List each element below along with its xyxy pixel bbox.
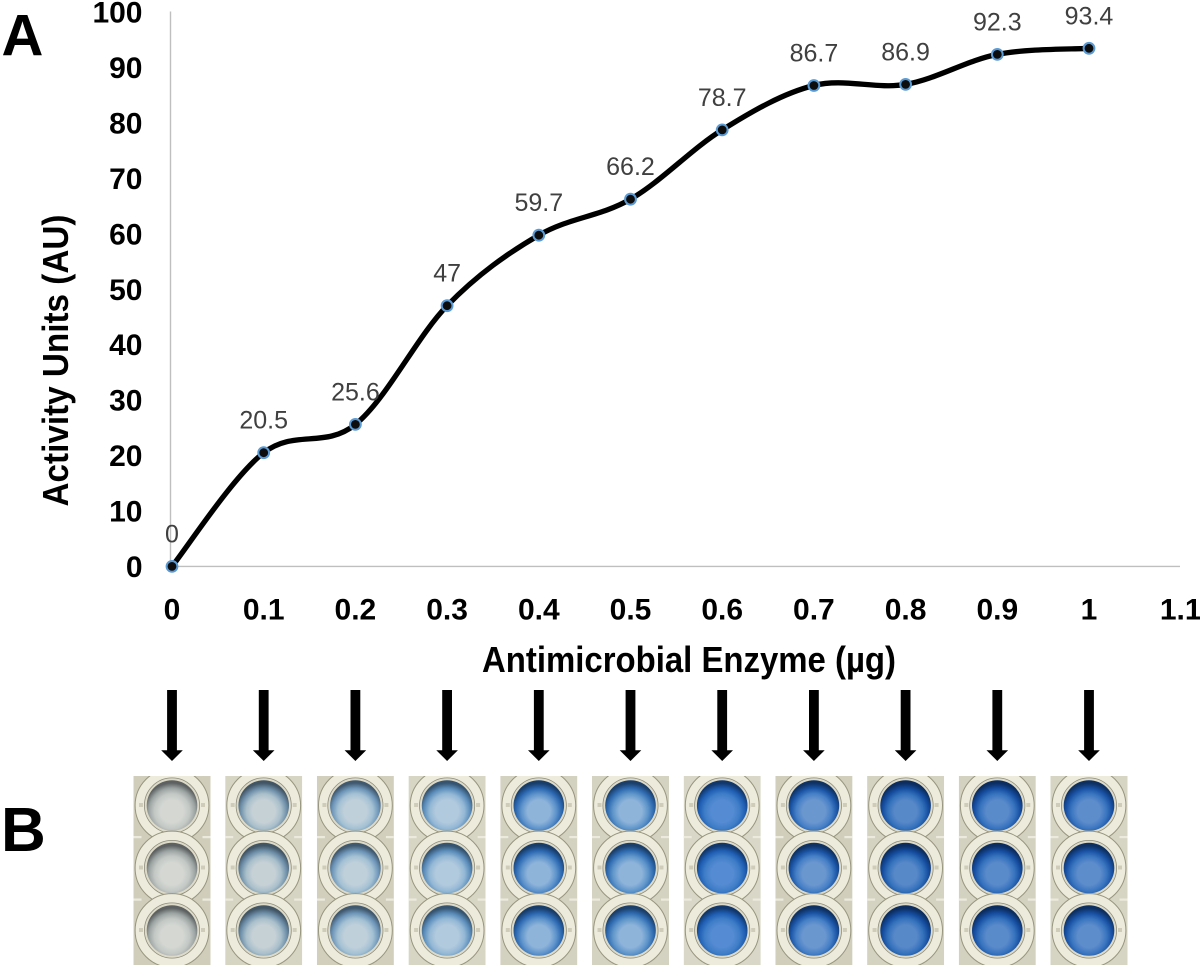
svg-text:20.5: 20.5 — [239, 407, 288, 435]
svg-text:20: 20 — [109, 440, 142, 473]
svg-text:0.8: 0.8 — [885, 594, 927, 627]
svg-text:0: 0 — [164, 594, 181, 627]
svg-text:59.7: 59.7 — [514, 189, 563, 217]
svg-text:78.7: 78.7 — [698, 84, 747, 112]
svg-text:93.4: 93.4 — [1065, 2, 1114, 30]
svg-text:0.5: 0.5 — [610, 594, 652, 627]
svg-text:86.7: 86.7 — [790, 40, 839, 68]
svg-text:47: 47 — [433, 260, 461, 288]
svg-text:0.6: 0.6 — [701, 594, 743, 627]
svg-text:86.9: 86.9 — [881, 38, 930, 66]
svg-text:50: 50 — [109, 274, 142, 307]
svg-text:0.3: 0.3 — [426, 594, 468, 627]
svg-text:92.3: 92.3 — [973, 8, 1022, 36]
svg-text:30: 30 — [109, 385, 142, 418]
svg-text:0: 0 — [165, 520, 179, 548]
svg-text:70: 70 — [109, 163, 142, 196]
svg-text:0.9: 0.9 — [976, 594, 1018, 627]
svg-text:0.1: 0.1 — [243, 594, 285, 627]
svg-text:60: 60 — [109, 218, 142, 251]
svg-text:A: A — [2, 4, 44, 69]
svg-text:100: 100 — [92, 0, 142, 29]
svg-text:1: 1 — [1081, 594, 1098, 627]
svg-text:10: 10 — [109, 496, 142, 529]
svg-text:0.7: 0.7 — [793, 594, 835, 627]
svg-text:0.4: 0.4 — [518, 594, 560, 627]
svg-text:40: 40 — [109, 329, 142, 362]
svg-text:66.2: 66.2 — [606, 153, 655, 181]
svg-text:B: B — [1, 796, 46, 865]
svg-text:0.2: 0.2 — [335, 594, 377, 627]
svg-text:Activity Units (AU): Activity Units (AU) — [35, 215, 76, 507]
svg-text:25.6: 25.6 — [331, 378, 380, 406]
svg-text:90: 90 — [109, 52, 142, 85]
svg-text:Antimicrobial Enzyme (µg): Antimicrobial Enzyme (µg) — [482, 639, 896, 680]
svg-text:1.1: 1.1 — [1160, 594, 1200, 627]
svg-text:80: 80 — [109, 107, 142, 140]
svg-text:0: 0 — [126, 551, 143, 584]
